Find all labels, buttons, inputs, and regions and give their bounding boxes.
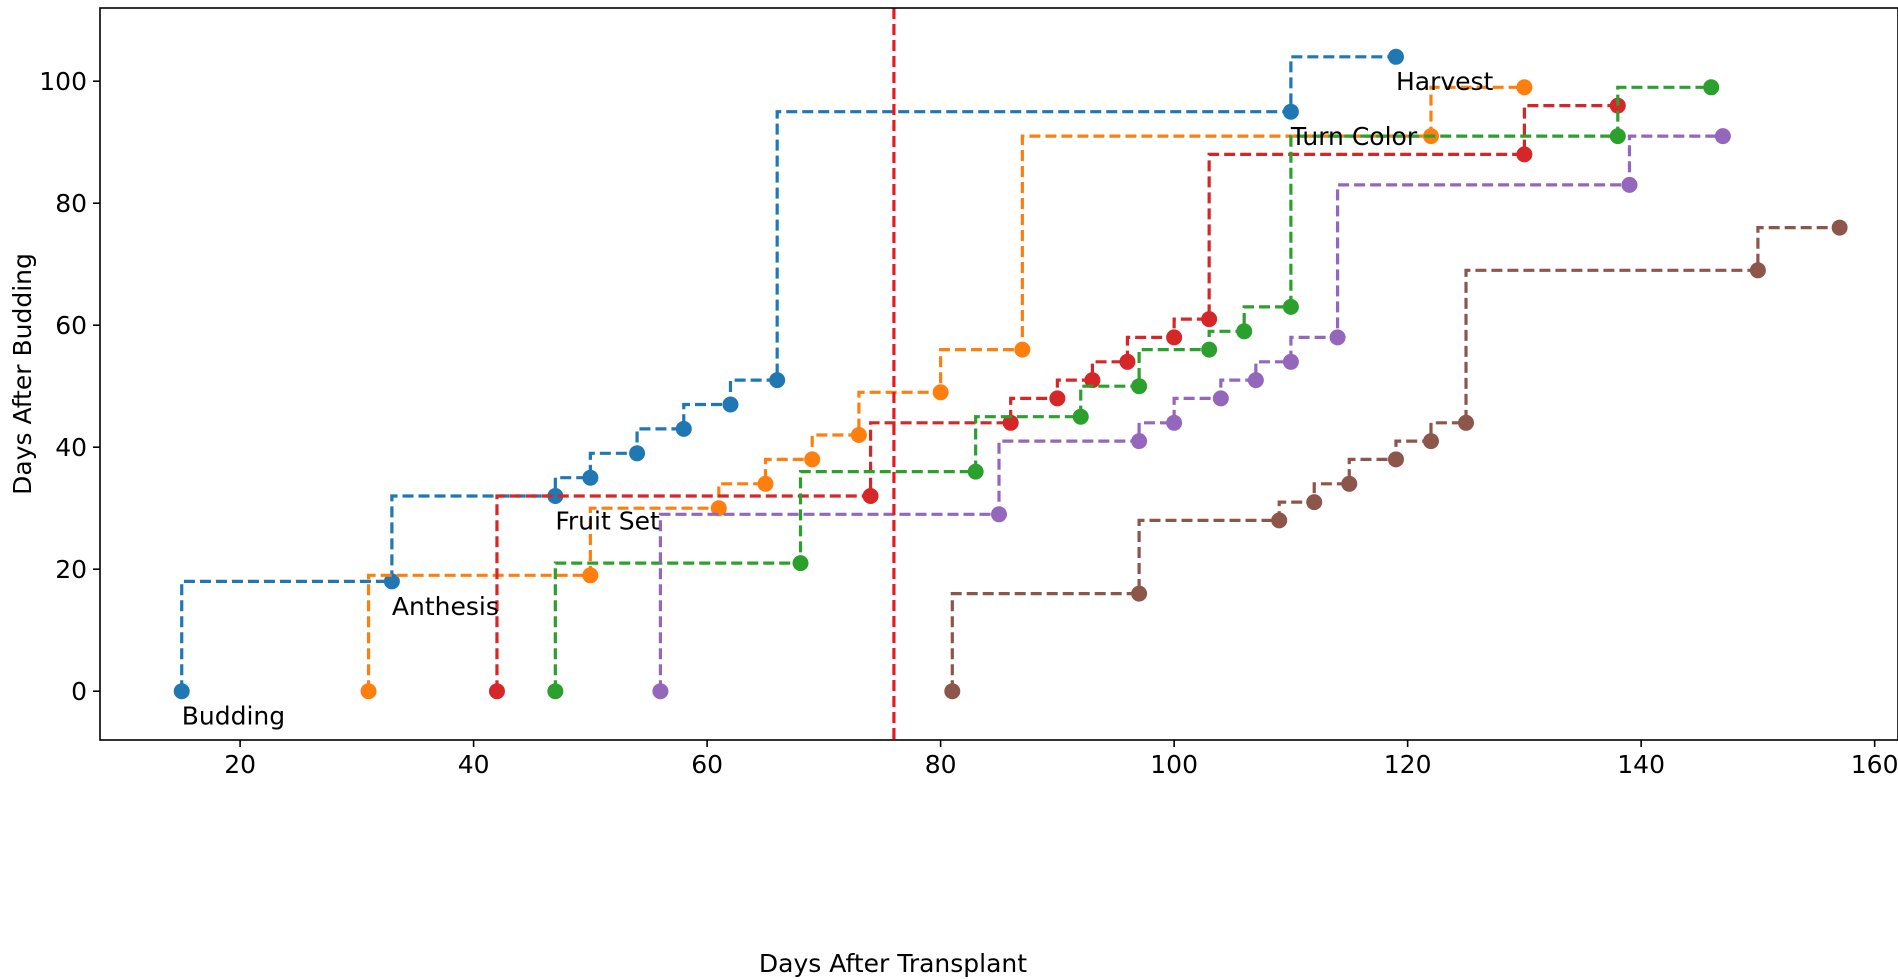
y-tick-label: 20: [55, 555, 87, 584]
series-4-point: [1609, 128, 1626, 145]
y-axis: 0 20 40 60 80 100: [39, 67, 100, 706]
series-1-point: [1387, 48, 1404, 65]
series-2-line: [366, 85, 1525, 692]
series-1-point: [582, 469, 599, 486]
series-2-point: [360, 683, 377, 700]
series-2-point: [710, 500, 727, 517]
x-tick-label: 140: [1617, 750, 1665, 779]
series-1-point: [722, 396, 739, 413]
series-3-line: [495, 104, 1618, 692]
series-4-point: [1703, 79, 1720, 96]
y-tick-label: 100: [39, 67, 87, 96]
series-3-point: [1002, 414, 1019, 431]
series-1-line: [180, 55, 1396, 692]
series-2-point: [1014, 341, 1031, 358]
series-3-point: [1119, 353, 1136, 370]
series-6-point: [1387, 451, 1404, 468]
series-6-point: [1831, 219, 1848, 236]
series-6-point: [1422, 433, 1439, 450]
series-5-point: [1166, 414, 1183, 431]
series-6-point: [1131, 585, 1148, 602]
y-tick-label: 80: [55, 189, 87, 218]
series-2-point: [932, 384, 949, 401]
series-6-point: [1341, 475, 1358, 492]
series-3-point: [862, 488, 879, 504]
series-layer: [173, 48, 1848, 700]
series-4-point: [1282, 298, 1299, 315]
x-tick-label: 80: [925, 750, 957, 779]
series-3-point: [488, 683, 505, 700]
series-3-point: [1516, 146, 1533, 163]
series-4-line: [553, 85, 1712, 692]
series-3-point: [1201, 311, 1218, 328]
series-1-point: [173, 683, 190, 700]
series-1-point: [1282, 103, 1299, 120]
series-4-point: [1072, 408, 1089, 425]
x-tick-label: 160: [1851, 750, 1898, 779]
y-tick-label: 40: [55, 433, 87, 462]
y-tick-label: 0: [71, 677, 87, 706]
series-4-point: [967, 463, 984, 480]
series-6-point: [1749, 262, 1766, 279]
series-5-point: [1621, 176, 1638, 193]
series-1-point: [629, 445, 646, 462]
series-2-point: [582, 567, 599, 584]
x-tick-label: 100: [1150, 750, 1198, 779]
x-tick-label: 20: [224, 750, 256, 779]
x-axis-label: Days After Transplant: [759, 949, 1027, 978]
series-2-point: [850, 427, 867, 443]
series-2-point: [757, 475, 774, 492]
y-axis-label: Days After Budding: [8, 253, 37, 495]
series-6-line: [950, 226, 1840, 692]
series-1-point: [383, 573, 400, 590]
series-2-point: [804, 451, 821, 468]
annotation-label: Anthesis: [392, 592, 499, 621]
series-4-point: [547, 683, 564, 700]
x-tick-label: 60: [691, 750, 723, 779]
annotation-label: Fruit Set: [555, 506, 660, 535]
series-5-line: [658, 134, 1723, 692]
series-1-point: [675, 420, 692, 437]
series-4-point: [792, 555, 809, 572]
series-5-point: [1212, 390, 1229, 407]
series-6-point: [944, 683, 961, 700]
x-axis: 20 40 60 80 100 120 140 160: [224, 740, 1898, 779]
series-5-point: [1714, 128, 1731, 145]
series-4-point: [1201, 341, 1218, 358]
series-3-point: [1084, 372, 1101, 389]
series-5-point: [991, 506, 1007, 523]
series-5-point: [1131, 433, 1148, 450]
series-5-point: [652, 683, 669, 700]
series-5-point: [1247, 372, 1264, 389]
series-4-point: [1236, 323, 1253, 340]
series-1-point: [769, 372, 786, 389]
annotation-label: Harvest: [1396, 67, 1494, 96]
plot-frame: [99, 7, 1898, 741]
x-tick-label: 40: [458, 750, 490, 779]
annotation-label: Turn Color: [1290, 122, 1418, 151]
series-5-point: [1282, 353, 1299, 370]
y-tick-label: 60: [55, 311, 87, 340]
series-3-point: [1049, 390, 1066, 407]
x-tick-label: 120: [1384, 750, 1432, 779]
annotation-layer: Budding Anthesis Fruit Set Turn Color Harves…: [182, 67, 1494, 730]
series-4-point: [1131, 378, 1148, 395]
series-3-point: [1166, 329, 1183, 346]
series-6-point: [1271, 512, 1288, 529]
series-1-point: [547, 488, 564, 504]
series-6-point: [1306, 494, 1323, 511]
series-6-point: [1458, 414, 1475, 431]
annotation-label: Budding: [182, 702, 285, 731]
series-2-point: [1516, 79, 1533, 96]
series-5-point: [1329, 329, 1346, 346]
